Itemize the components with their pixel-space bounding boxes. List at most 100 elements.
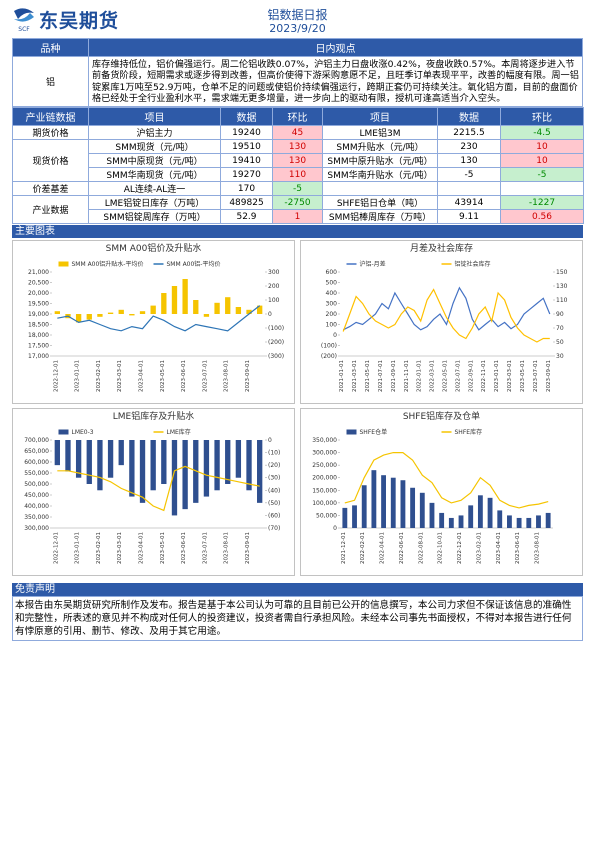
x-tick-label: 2023-07-01 bbox=[202, 360, 208, 392]
x-tick-label: 2022-03-01 bbox=[430, 360, 436, 392]
bar bbox=[225, 440, 231, 485]
y2-tick-label: (40) bbox=[268, 487, 280, 494]
legend-swatch bbox=[346, 429, 357, 435]
bar bbox=[545, 513, 551, 529]
chart-title: 月差及社会库存 bbox=[410, 242, 473, 254]
value: 19510 bbox=[220, 139, 273, 155]
bar bbox=[487, 498, 493, 529]
y2-tick-label: (20) bbox=[268, 462, 280, 469]
empty-cell bbox=[437, 181, 501, 197]
view-text: 库存维持低位，铝价偏强运行。周二伦铝收跌0.07%，沪铝主力日盘收涨0.42%，… bbox=[88, 55, 583, 108]
x-tick-label: 2022-11-01 bbox=[481, 360, 487, 392]
value: 43914 bbox=[437, 195, 501, 211]
x-tick-label: 2023-09-01 bbox=[245, 532, 251, 564]
y2-tick-label: 200 bbox=[268, 283, 280, 290]
bar bbox=[497, 510, 503, 529]
bar bbox=[390, 477, 396, 529]
bar bbox=[129, 440, 135, 497]
value: 130 bbox=[437, 153, 501, 169]
change: -2750 bbox=[272, 195, 323, 211]
view-header: 品种 bbox=[12, 38, 89, 57]
change: -1227 bbox=[500, 195, 584, 211]
y-tick-label: 18,500 bbox=[28, 322, 49, 329]
legend-label: SHFE仓单 bbox=[360, 428, 388, 436]
item: SMM华南升贴水（元/吨） bbox=[322, 167, 438, 183]
y2-tick-label: 130 bbox=[556, 283, 568, 290]
bar bbox=[75, 314, 82, 323]
x-tick-label: 2022-08-01 bbox=[418, 532, 424, 564]
y2-tick-label: 0 bbox=[268, 437, 272, 444]
item: SMM华南现货（元/吨） bbox=[88, 167, 221, 183]
x-tick-label: 2021-11-01 bbox=[404, 360, 410, 392]
y2-tick-label: (10) bbox=[268, 450, 280, 457]
y2-tick-label: 100 bbox=[268, 297, 280, 304]
x-tick-label: 2023-08-01 bbox=[534, 532, 540, 564]
bar bbox=[361, 485, 367, 529]
item: SMM升贴水（元/吨） bbox=[322, 139, 438, 155]
bar bbox=[171, 440, 178, 516]
bar bbox=[65, 440, 71, 472]
x-tick-label: 2022-01-01 bbox=[417, 360, 423, 392]
y-tick-label: 21,000 bbox=[28, 269, 49, 276]
bar bbox=[458, 515, 464, 529]
x-tick-label: 2022-06-01 bbox=[399, 532, 405, 564]
x-tick-label: 2022-07-01 bbox=[455, 360, 461, 392]
bar bbox=[477, 495, 483, 529]
bar bbox=[246, 440, 252, 491]
legend-label: SHFE库存 bbox=[455, 428, 483, 436]
y2-tick-label: 110 bbox=[556, 297, 568, 304]
x-tick-label: 2021-05-01 bbox=[365, 360, 371, 392]
y-tick-label: 650,000 bbox=[24, 448, 49, 455]
x-tick-label: 2023-05-01 bbox=[160, 532, 166, 564]
y-tick-label: 500,000 bbox=[24, 481, 49, 488]
value: 52.9 bbox=[220, 209, 273, 225]
item: SMM现货（元/吨） bbox=[88, 139, 221, 155]
change: 10 bbox=[500, 153, 584, 169]
y-tick-label: 17,000 bbox=[28, 353, 49, 360]
header: SCF 东吴期货 铝数据日报 2023/9/20 bbox=[12, 4, 583, 38]
bar bbox=[150, 305, 156, 315]
y-tick-label: 600,000 bbox=[24, 459, 49, 466]
x-tick-label: 2021-07-01 bbox=[378, 360, 384, 392]
bar bbox=[54, 311, 60, 315]
bar bbox=[381, 475, 386, 529]
y2-tick-label: (30) bbox=[268, 475, 280, 482]
x-tick-label: 2021-09-01 bbox=[391, 360, 397, 392]
view-table: 品种 日内观点 铝库存维持低位，铝价偏强运行。周二伦铝收跌0.07%，沪铝主力日盘… bbox=[12, 38, 583, 108]
x-tick-label: 2023-09-01 bbox=[245, 360, 251, 392]
y2-tick-label: (70) bbox=[268, 525, 280, 532]
x-tick-label: 2022-12-01 bbox=[457, 532, 463, 564]
chart-frame bbox=[12, 240, 295, 404]
bar bbox=[419, 492, 425, 529]
bar bbox=[246, 309, 252, 315]
x-tick-label: 2021-01-01 bbox=[339, 360, 345, 392]
chart-frame bbox=[300, 408, 583, 576]
bar bbox=[161, 293, 167, 315]
item: SMM铝棒周库存（万吨） bbox=[322, 209, 438, 225]
x-tick-label: 2023-07-01 bbox=[202, 532, 208, 564]
y2-tick-label: 300 bbox=[268, 269, 280, 276]
empty-cell bbox=[500, 181, 584, 197]
x-tick-label: 2023-03-01 bbox=[117, 532, 123, 564]
bar bbox=[118, 309, 124, 315]
bar bbox=[171, 286, 178, 315]
y-tick-label: 450,000 bbox=[24, 492, 49, 499]
group-label: 价差基差 bbox=[12, 181, 89, 197]
y-tick-label: (100) bbox=[321, 343, 337, 350]
column-header: 环比 bbox=[272, 107, 323, 127]
bar bbox=[257, 440, 263, 504]
bar bbox=[150, 440, 156, 491]
bar bbox=[235, 440, 242, 478]
y-tick-label: 550,000 bbox=[24, 470, 49, 477]
y-tick-label: 600 bbox=[326, 269, 338, 276]
y-tick-label: 400 bbox=[326, 290, 338, 297]
y-tick-label: 0 bbox=[333, 332, 337, 339]
change: 0.56 bbox=[500, 209, 584, 225]
line bbox=[342, 286, 551, 331]
y-tick-label: 50,000 bbox=[316, 513, 337, 520]
x-tick-label: 2022-12-01 bbox=[53, 360, 59, 392]
logo-text: 东吴期货 bbox=[39, 10, 120, 32]
x-tick-label: 2023-01-01 bbox=[494, 360, 500, 392]
legend-swatch bbox=[58, 429, 69, 435]
y-tick-label: 0 bbox=[333, 525, 337, 532]
